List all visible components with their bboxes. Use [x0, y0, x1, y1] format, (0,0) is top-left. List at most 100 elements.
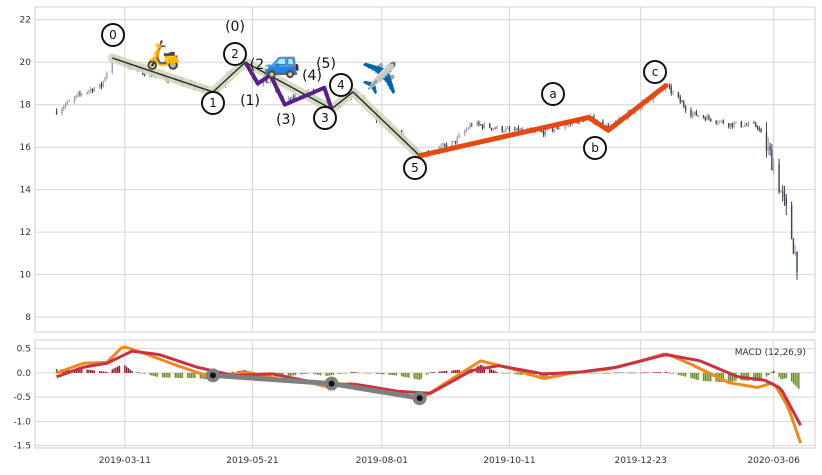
macd-histogram-bar: [506, 372, 509, 374]
macd-histogram-bar: [287, 372, 290, 377]
macd-histogram-bar: [702, 372, 705, 381]
price-y-tick: 16: [20, 143, 32, 153]
macd-histogram-bar: [127, 368, 130, 373]
candle-body: [77, 93, 79, 96]
candle-body: [697, 115, 699, 117]
macd-histogram-bar: [345, 372, 347, 374]
macd-histogram-bar: [395, 372, 397, 376]
macd-histogram-bar: [643, 372, 645, 374]
macd-histogram-bar: [149, 372, 151, 376]
x-tick-label: 2019-03-11: [99, 456, 151, 466]
macd-histogram-bar: [630, 372, 633, 374]
macd-histogram-bar: [314, 372, 317, 375]
macd-histogram-bar: [55, 369, 58, 373]
candle-body: [88, 90, 90, 92]
candle-body: [294, 96, 297, 100]
candle-body: [710, 118, 712, 121]
candle-body: [104, 77, 106, 81]
candle-body: [55, 111, 58, 115]
subwave-label-3: (3): [276, 112, 296, 128]
macd-histogram-bar: [453, 370, 455, 373]
macd-histogram-bar: [451, 370, 453, 373]
macd-histogram-bar: [704, 372, 707, 382]
macd-histogram-bar: [458, 369, 460, 373]
price-y-tick: 22: [20, 16, 31, 26]
macd-histogram-bar: [364, 372, 367, 374]
candle-body: [293, 96, 295, 100]
macd-histogram-bar: [584, 372, 586, 374]
macd-histogram-bar: [418, 372, 421, 380]
macd-histogram-bar: [798, 372, 800, 390]
candle-body: [564, 125, 566, 129]
candle-body: [471, 124, 473, 126]
macd-histogram-bar: [508, 372, 511, 374]
macd-histogram-bar: [192, 372, 194, 379]
candle-body: [756, 126, 759, 129]
macd-histogram-bar: [515, 372, 518, 375]
macd-histogram-bar: [654, 372, 656, 373]
macd-histogram-bar: [111, 369, 113, 373]
candle-body: [81, 94, 83, 95]
macd-histogram-bar: [188, 372, 191, 379]
correction-label-b: b: [583, 136, 607, 160]
candle-body: [704, 117, 707, 121]
macd-histogram-bar: [652, 372, 654, 373]
macd-histogram-bar: [307, 372, 309, 374]
macd-histogram-bar: [163, 372, 166, 378]
macd-label: MACD (12,26,9): [735, 348, 806, 358]
candle-body: [679, 97, 681, 102]
macd-histogram-bar: [388, 372, 390, 375]
candle-body: [267, 82, 270, 84]
macd-histogram-bar: [427, 372, 430, 374]
macd-histogram-bar: [390, 372, 392, 375]
candle-body: [702, 115, 705, 118]
macd-histogram-bar: [438, 371, 441, 373]
macd-histogram-bar: [402, 372, 405, 377]
macd-histogram-bar: [99, 371, 101, 373]
macd-histogram-bar: [634, 372, 636, 374]
macd-histogram-bar: [176, 372, 178, 378]
candle-body: [695, 111, 698, 116]
candle-body: [489, 123, 491, 128]
macd-histogram-bar: [693, 372, 696, 380]
macd-histogram-bar: [305, 372, 308, 374]
macd-histogram-bar: [408, 372, 410, 378]
svg-text:0: 0: [109, 28, 117, 42]
candle-body: [690, 110, 692, 117]
divergence-point-center: [416, 395, 423, 402]
candle-body: [760, 129, 762, 133]
macd-histogram-bar: [79, 369, 81, 373]
macd-histogram-bar: [377, 372, 379, 374]
macd-histogram-bar: [118, 365, 121, 373]
candle-body: [64, 104, 67, 108]
candle-body: [652, 97, 654, 102]
svg-text:5: 5: [411, 161, 419, 175]
candle-body: [90, 89, 92, 91]
macd-histogram-bar: [433, 372, 435, 373]
macd-histogram-bar: [143, 372, 146, 374]
macd-histogram-bar: [138, 372, 140, 374]
macd-histogram-bar: [440, 371, 442, 373]
candle-body: [444, 144, 446, 146]
macd-histogram-bar: [339, 372, 342, 374]
candle-body: [541, 131, 543, 132]
macd-histogram-bar: [670, 372, 672, 374]
candle-body: [557, 126, 559, 129]
candle-body: [111, 59, 113, 73]
macd-histogram-bar: [733, 372, 735, 382]
macd-histogram-bar: [514, 372, 516, 375]
macd-histogram-bar: [115, 367, 117, 373]
macd-histogram-bar: [647, 372, 649, 373]
macd-histogram-bar: [174, 372, 176, 378]
candle-body: [780, 191, 782, 193]
macd-histogram-bar: [391, 372, 394, 376]
candle-body: [744, 124, 746, 127]
car-icon: 🚙: [263, 45, 300, 80]
macd-y-tick: -0.5: [13, 393, 31, 403]
macd-histogram-bar: [370, 372, 372, 374]
candle-body: [735, 121, 737, 124]
candle-body: [684, 106, 687, 111]
macd-histogram-bar: [591, 372, 593, 374]
macd-histogram-bar: [445, 370, 448, 373]
